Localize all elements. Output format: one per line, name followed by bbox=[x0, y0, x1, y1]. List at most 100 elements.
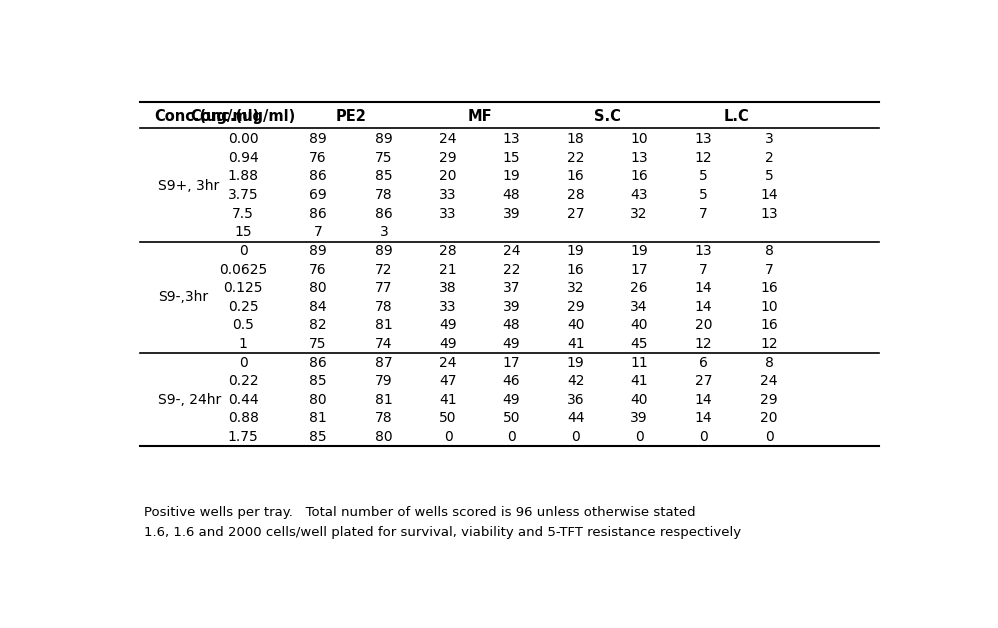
Text: S9-, 24hr: S9-, 24hr bbox=[158, 393, 222, 407]
Text: 86: 86 bbox=[309, 207, 327, 220]
Text: 81: 81 bbox=[375, 318, 393, 332]
Text: 0: 0 bbox=[571, 430, 580, 444]
Text: 24: 24 bbox=[439, 355, 457, 370]
Text: 0.44: 0.44 bbox=[228, 393, 258, 407]
Text: 10: 10 bbox=[760, 300, 777, 314]
Text: 39: 39 bbox=[503, 300, 520, 314]
Text: 12: 12 bbox=[695, 151, 713, 165]
Text: 0.94: 0.94 bbox=[228, 151, 258, 165]
Text: 3: 3 bbox=[379, 225, 388, 239]
Text: 0.0625: 0.0625 bbox=[219, 263, 267, 276]
Text: 14: 14 bbox=[760, 188, 777, 202]
Text: 48: 48 bbox=[503, 318, 520, 332]
Text: 84: 84 bbox=[309, 300, 327, 314]
Text: 0: 0 bbox=[239, 244, 248, 258]
Text: 5: 5 bbox=[764, 170, 773, 183]
Text: 13: 13 bbox=[631, 151, 648, 165]
Text: 87: 87 bbox=[375, 355, 392, 370]
Text: 86: 86 bbox=[309, 170, 327, 183]
Text: 3: 3 bbox=[764, 132, 773, 146]
Text: 39: 39 bbox=[503, 207, 520, 220]
Text: 16: 16 bbox=[760, 318, 777, 332]
Text: 44: 44 bbox=[567, 411, 585, 425]
Text: 89: 89 bbox=[309, 244, 327, 258]
Text: 0: 0 bbox=[444, 430, 452, 444]
Text: 20: 20 bbox=[439, 170, 457, 183]
Text: 12: 12 bbox=[760, 337, 777, 351]
Text: 5: 5 bbox=[699, 188, 708, 202]
Text: 2: 2 bbox=[764, 151, 773, 165]
Text: 22: 22 bbox=[503, 263, 520, 276]
Text: 85: 85 bbox=[375, 170, 392, 183]
Text: 20: 20 bbox=[760, 411, 777, 425]
Text: 27: 27 bbox=[695, 374, 712, 388]
Text: 79: 79 bbox=[375, 374, 392, 388]
Text: 41: 41 bbox=[439, 393, 457, 407]
Text: 76: 76 bbox=[309, 151, 327, 165]
Text: 26: 26 bbox=[631, 281, 648, 295]
Text: 16: 16 bbox=[567, 170, 585, 183]
Text: 0.00: 0.00 bbox=[228, 132, 258, 146]
Text: 42: 42 bbox=[567, 374, 585, 388]
Text: 75: 75 bbox=[309, 337, 327, 351]
Text: S9+, 3hr: S9+, 3hr bbox=[158, 179, 220, 193]
Text: 7: 7 bbox=[764, 263, 773, 276]
Text: 24: 24 bbox=[439, 132, 457, 146]
Text: 19: 19 bbox=[567, 244, 585, 258]
Text: 7: 7 bbox=[313, 225, 322, 239]
Text: 13: 13 bbox=[503, 132, 520, 146]
Text: 34: 34 bbox=[631, 300, 648, 314]
Text: 28: 28 bbox=[439, 244, 457, 258]
Text: 49: 49 bbox=[503, 337, 520, 351]
Text: 17: 17 bbox=[631, 263, 648, 276]
Text: 33: 33 bbox=[439, 207, 457, 220]
Text: 19: 19 bbox=[503, 170, 520, 183]
Text: 72: 72 bbox=[375, 263, 392, 276]
Text: 1.88: 1.88 bbox=[228, 170, 258, 183]
Text: 76: 76 bbox=[309, 263, 327, 276]
Text: 78: 78 bbox=[375, 188, 392, 202]
Text: 7: 7 bbox=[699, 207, 708, 220]
Text: 1.75: 1.75 bbox=[228, 430, 258, 444]
Text: 1: 1 bbox=[239, 337, 248, 351]
Text: 37: 37 bbox=[503, 281, 520, 295]
Text: 0: 0 bbox=[635, 430, 644, 444]
Text: 0: 0 bbox=[239, 355, 248, 370]
Text: 8: 8 bbox=[764, 244, 773, 258]
Text: 75: 75 bbox=[375, 151, 392, 165]
Text: 85: 85 bbox=[309, 430, 327, 444]
Text: 18: 18 bbox=[567, 132, 585, 146]
Text: 78: 78 bbox=[375, 300, 392, 314]
Text: 15: 15 bbox=[235, 225, 251, 239]
Text: 32: 32 bbox=[631, 207, 648, 220]
Text: S.C: S.C bbox=[594, 109, 621, 124]
Text: 7.5: 7.5 bbox=[233, 207, 254, 220]
Text: 47: 47 bbox=[439, 374, 457, 388]
Text: S9-,3hr: S9-,3hr bbox=[158, 290, 209, 305]
Text: Positive wells per tray.   Total number of wells scored is 96 unless otherwise s: Positive wells per tray. Total number of… bbox=[144, 506, 696, 519]
Text: 13: 13 bbox=[695, 244, 713, 258]
Text: 13: 13 bbox=[760, 207, 777, 220]
Text: 19: 19 bbox=[567, 355, 585, 370]
Text: 29: 29 bbox=[439, 151, 457, 165]
Text: 43: 43 bbox=[631, 188, 648, 202]
Text: 89: 89 bbox=[309, 132, 327, 146]
Text: 40: 40 bbox=[567, 318, 585, 332]
Text: 17: 17 bbox=[503, 355, 520, 370]
Text: 46: 46 bbox=[503, 374, 520, 388]
Text: 0: 0 bbox=[764, 430, 773, 444]
Text: PE2: PE2 bbox=[335, 109, 366, 124]
Text: 86: 86 bbox=[375, 207, 393, 220]
Text: 6: 6 bbox=[699, 355, 708, 370]
Text: 29: 29 bbox=[567, 300, 585, 314]
Text: 89: 89 bbox=[375, 132, 393, 146]
Text: 14: 14 bbox=[695, 393, 713, 407]
Text: 81: 81 bbox=[375, 393, 393, 407]
Text: 3.75: 3.75 bbox=[228, 188, 258, 202]
Text: 14: 14 bbox=[695, 300, 713, 314]
Text: 50: 50 bbox=[439, 411, 457, 425]
Text: 82: 82 bbox=[309, 318, 327, 332]
Text: 16: 16 bbox=[567, 263, 585, 276]
Text: 80: 80 bbox=[309, 281, 327, 295]
Text: 15: 15 bbox=[503, 151, 520, 165]
